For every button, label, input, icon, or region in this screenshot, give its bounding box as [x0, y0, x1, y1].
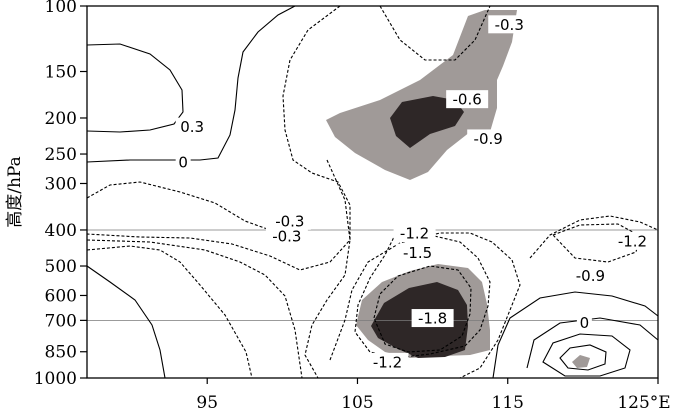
contour-label-bg [175, 153, 191, 172]
contour-label-bg [265, 226, 308, 245]
y-tick-label-1000: 1000 [34, 369, 77, 389]
contour-label: -0.6 [453, 91, 482, 109]
contour-neg1.2 [354, 234, 491, 359]
contour-label-bg [175, 117, 209, 136]
y-tick-label-200: 200 [45, 109, 77, 129]
contour-label: 0.3 [180, 118, 204, 136]
x-tick-label-105: 105 [341, 393, 373, 413]
contour-right-ring-1 [526, 317, 659, 369]
contour-label: 0 [580, 314, 590, 332]
contour-neg0.9-lower [329, 232, 521, 379]
contour-left-dashed-b [86, 239, 303, 379]
contour-label: -1.8 [418, 310, 447, 328]
contour-label: -1.2 [373, 353, 402, 371]
y-tick-label-600: 600 [45, 286, 77, 306]
contour-neg0.9-right [529, 215, 659, 259]
contour-label-bg [268, 211, 311, 230]
contour-label-bg [393, 224, 436, 243]
contour-label: -1.2 [400, 225, 429, 243]
contour-left-dashed-a [86, 245, 253, 379]
contour-label: -0.9 [474, 130, 503, 148]
contour-0 [86, 5, 296, 163]
upper-shaded-region [326, 10, 517, 180]
contour-label-bg [576, 313, 592, 332]
contour-neg0.3-upper [86, 5, 351, 271]
contour-left-solid [86, 265, 166, 379]
y-tick-label-700: 700 [45, 311, 77, 331]
y-axis: 100 150 200 250 300 400 500 600 700 850 1000 [34, 0, 87, 389]
contour-label-bg [396, 243, 439, 262]
contour-label: -0.9 [576, 267, 605, 285]
contour-label: -1.5 [403, 244, 432, 262]
contour-label-bg [569, 266, 612, 285]
contour-neg0.6 [304, 159, 351, 379]
y-tick-label-850: 850 [45, 343, 77, 363]
contour-label: -0.3 [272, 227, 301, 245]
x-tick-label-115: 115 [492, 393, 524, 413]
contour-neg0.3-lower [86, 181, 271, 231]
small-shaded-spot [572, 355, 590, 368]
contour-neg1.5 [373, 265, 472, 353]
plot-frame [86, 5, 659, 379]
contour-label-bg [366, 352, 409, 371]
contour-label-bg [467, 129, 510, 148]
contour-right-ring-3 [559, 344, 607, 371]
x-tick-label-95: 95 [196, 393, 218, 413]
reference-lines [87, 229, 658, 321]
contour-label-bg [611, 231, 654, 250]
contour-0.3 [86, 43, 184, 133]
shading-layer [326, 10, 590, 368]
contour-label: -0.3 [495, 16, 524, 34]
y-tick-label-500: 500 [45, 257, 77, 277]
y-tick-label-250: 250 [45, 145, 77, 165]
contour-label: -0.3 [275, 212, 304, 230]
contour-label: -1.2 [618, 232, 647, 250]
y-tick-label-300: 300 [45, 174, 77, 194]
y-tick-label-400: 400 [45, 221, 77, 241]
y-axis-title: 高度/hPa [5, 156, 25, 228]
y-tick-label-150: 150 [45, 63, 77, 83]
contour-label-bg [488, 15, 531, 34]
contour-right-0 [492, 291, 659, 379]
y-tick-label-100: 100 [45, 0, 77, 17]
upper-dark-core [390, 96, 464, 148]
contour-upper-right-dashed [379, 5, 491, 61]
contour-label-bg [446, 90, 489, 109]
contour-label-bg [411, 309, 454, 328]
contour-labels: -0.3-0.6-0.90.30-0.3-0.3 -1.2-1.5-1.2-0.9… [175, 15, 654, 371]
x-tick-label-125: 125°E [617, 393, 670, 413]
x-axis: 95 105 115 125°E [196, 378, 671, 413]
contour-right-ring-2 [542, 333, 631, 377]
contour-label: 0 [178, 154, 188, 172]
